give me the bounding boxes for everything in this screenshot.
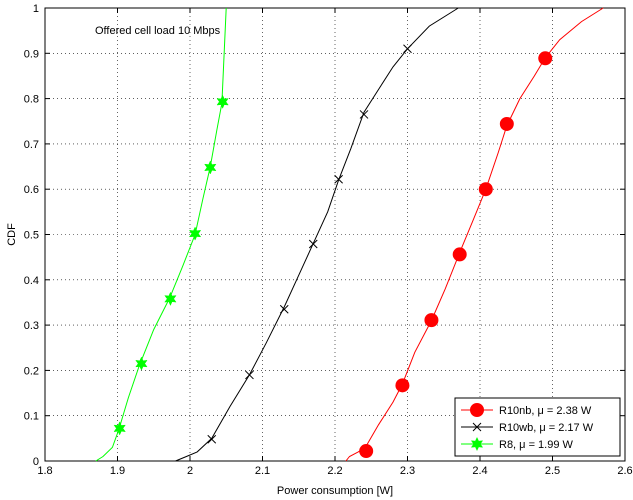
y-tick-label: 0.4 (24, 275, 39, 287)
y-tick-label: 0.3 (24, 320, 39, 332)
data-marker-2 (164, 291, 177, 306)
data-marker-0 (395, 378, 410, 393)
data-marker-2 (135, 356, 148, 371)
legend-label-1: R10wb, μ = 2.17 W (499, 422, 594, 434)
data-marker-0 (359, 444, 374, 459)
x-axis-label: Power consumption [W] (277, 485, 393, 497)
series-group (95, 7, 604, 462)
data-marker-2 (204, 160, 217, 175)
data-marker-0 (538, 51, 553, 66)
data-marker-1 (308, 239, 318, 249)
data-marker-1 (207, 434, 217, 444)
y-tick-label: 0.9 (24, 48, 39, 60)
ticks: 1.8 1.9 2 2.1 2.2 2.3 2.4 2.5 2.6 0 0.1 0.2 0.3 0.4 0.… (24, 3, 633, 477)
y-tick-label: 0.7 (24, 139, 39, 151)
data-marker-0 (424, 313, 439, 328)
legend-label-0: R10nb, μ = 2.38 W (499, 405, 592, 417)
data-marker-2 (216, 94, 229, 109)
data-marker-0 (478, 182, 493, 197)
y-tick-label: 0.5 (24, 230, 39, 242)
y-tick-label: 0.8 (24, 94, 39, 106)
data-marker-0 (452, 247, 467, 262)
x-tick-label: 2.5 (545, 465, 560, 477)
data-marker-1 (359, 110, 369, 119)
data-marker-1 (403, 44, 412, 54)
legend-marker-0 (470, 403, 484, 417)
legend: R10nb, μ = 2.38 W R10wb, μ = 2.17 W R8, μ … (454, 397, 621, 457)
y-tick-label: 1 (33, 3, 39, 15)
x-tick-label: 2.1 (255, 465, 270, 477)
y-tick-label: 0 (33, 456, 39, 468)
x-tick-label: 2.6 (617, 465, 632, 477)
legend-marker-1 (472, 422, 482, 432)
x-tick-label: 1.9 (110, 465, 125, 477)
data-marker-0 (499, 116, 514, 131)
data-marker-2 (113, 421, 126, 436)
grid (45, 8, 625, 461)
x-tick-label: 2.4 (472, 465, 487, 477)
y-tick-label: 0.2 (24, 365, 39, 377)
y-axis-label: CDF (6, 223, 18, 246)
y-tick-label: 0.6 (24, 184, 39, 196)
data-marker-2 (188, 226, 202, 241)
data-marker-1 (245, 370, 254, 380)
x-tick-label: 2 (187, 465, 193, 477)
x-tick-label: 1.8 (37, 465, 52, 477)
data-marker-1 (334, 174, 343, 184)
legend-marker-2 (470, 436, 484, 452)
y-tick-label: 0.1 (24, 411, 39, 423)
data-marker-1 (279, 304, 289, 314)
legend-label-2: R8, μ = 1.99 W (499, 439, 574, 451)
x-tick-label: 2.3 (400, 465, 415, 477)
x-tick-label: 2.2 (327, 465, 342, 477)
annotation-text: Offered cell load 10 Mbps (95, 25, 221, 37)
